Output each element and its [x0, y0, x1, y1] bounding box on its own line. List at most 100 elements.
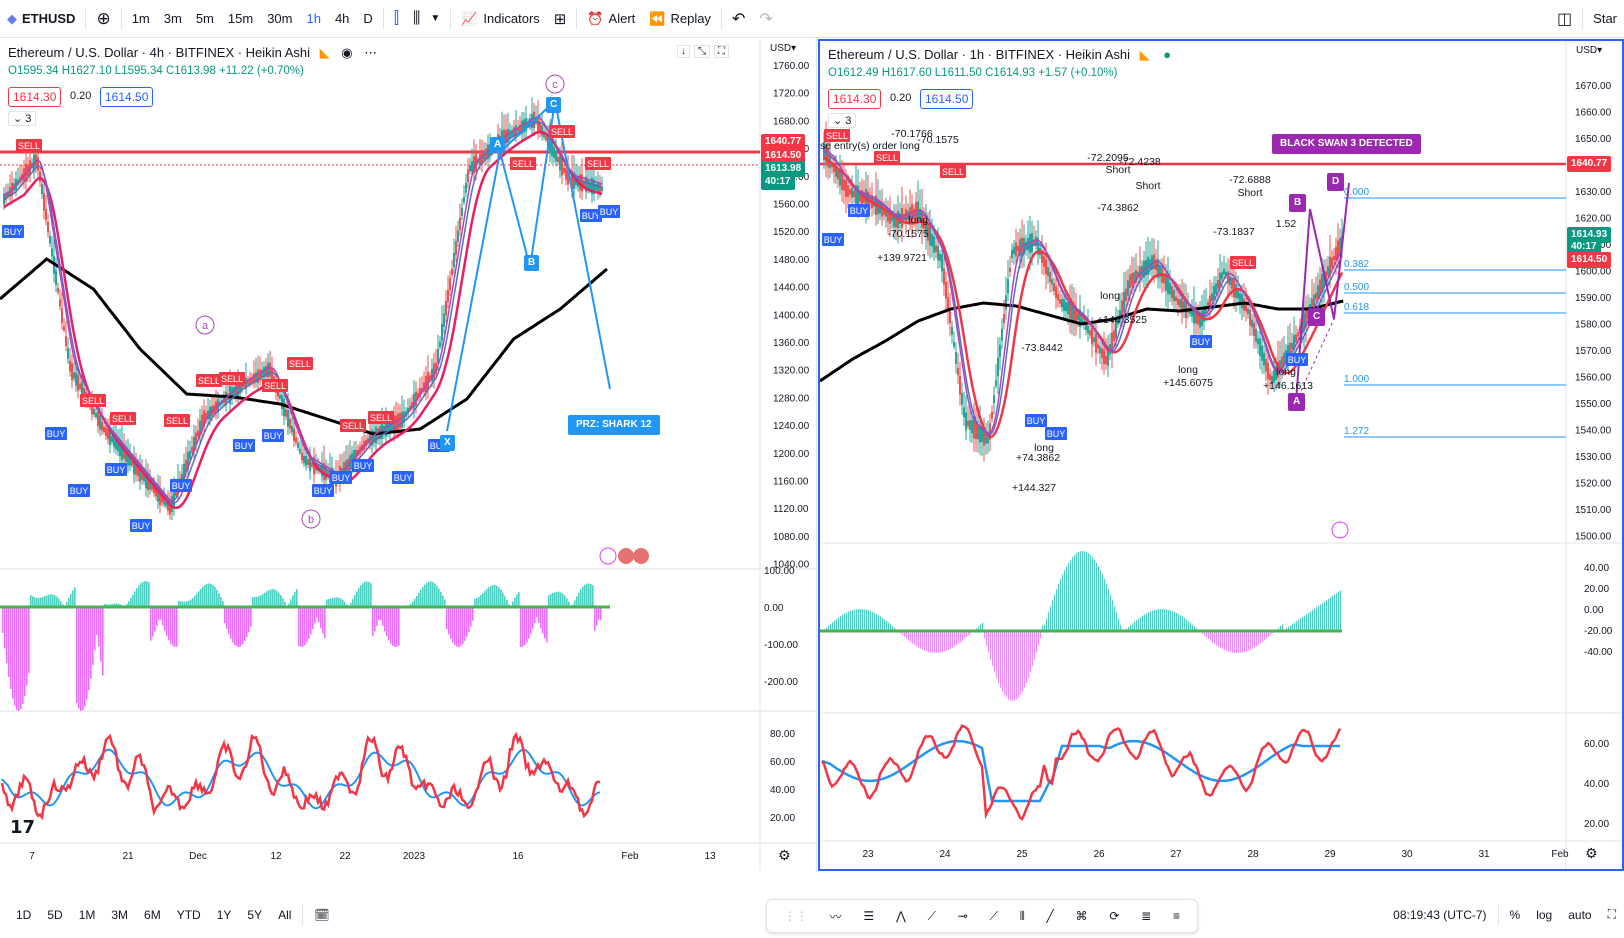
rsi-red-line [0, 731, 601, 821]
right-time-axis[interactable]: 23 24 25 26 27 28 29 30 31 Feb [862, 849, 1569, 860]
right-chart-panel[interactable]: Ethereum / U.S. Dollar · 1h · BITFINEX ·… [818, 39, 1624, 871]
interval-3m[interactable]: 3m [163, 11, 182, 26]
range-6m[interactable]: 6M [144, 907, 161, 922]
left-chart-title[interactable]: Ethereum / U.S. Dollar · 4h · BITFINEX ·… [8, 45, 310, 60]
osc-bar [2, 607, 4, 633]
osc-bar [560, 592, 562, 607]
flag-icon[interactable]: ◣ [319, 45, 330, 60]
osc-bar [1294, 622, 1296, 631]
compare-button[interactable]: ⊕ [89, 0, 117, 38]
auto-toggle[interactable]: auto [1568, 907, 1592, 922]
symbol-search[interactable]: ◆ ETHUSD [0, 0, 82, 38]
candle-body [383, 425, 385, 435]
indicators-collapse[interactable]: ⌄ 3 [8, 111, 37, 126]
candle-body [1053, 283, 1055, 291]
chart-type-button[interactable]: ⫼ ▼ [406, 0, 447, 38]
interval-1m[interactable]: 1m [131, 11, 150, 26]
more-icon[interactable]: ⋯ [364, 45, 378, 60]
interval-d[interactable]: D [363, 11, 373, 26]
left-currency[interactable]: USD▾ [770, 43, 797, 54]
candle-body [917, 201, 919, 221]
network-icon[interactable]: ⌘ [1075, 909, 1088, 923]
left-chart-panel[interactable]: Ethereum / U.S. Dollar · 4h · BITFINEX ·… [0, 39, 817, 871]
ray-fan-icon[interactable]: ⟋ [927, 908, 936, 923]
right-chart-canvas[interactable]: 1670.001660.001650.001640.001630.001620.… [820, 41, 1622, 869]
osc-bar [1250, 631, 1252, 650]
horizontal-ray-icon[interactable]: ⊸ [957, 909, 968, 923]
tradingview-logo[interactable]: 𝟭𝟳 [10, 817, 36, 837]
log-toggle[interactable]: log [1536, 907, 1553, 922]
bar-style-button[interactable]: ⫿ [387, 0, 406, 38]
interval-15m[interactable]: 15m [227, 11, 254, 26]
indicators-collapse[interactable]: ⌄ 3 [828, 113, 857, 128]
candle-body [161, 495, 163, 503]
left-rsi-axis[interactable]: 80.00 60.00 40.00 20.00 [770, 729, 795, 824]
star-label[interactable]: Star [1593, 11, 1617, 26]
right-rsi-axis[interactable]: 60.00 40.00 20.00 [1584, 739, 1609, 830]
fork-icon[interactable]: ⫴ [1019, 908, 1025, 923]
range-1d[interactable]: 1D [16, 907, 32, 922]
osc-bar [912, 631, 914, 644]
interval-4h[interactable]: 4h [334, 11, 350, 26]
fullscreen-icon[interactable]: ⛶ [1607, 907, 1616, 921]
ask-box[interactable]: 1614.50 [920, 89, 974, 109]
range-all[interactable]: All [278, 907, 292, 922]
interval-1h[interactable]: 1h [306, 11, 321, 26]
cycle-icon[interactable]: ⟳ [1109, 909, 1120, 923]
range-5d[interactable]: 5D [47, 907, 63, 922]
layout-button[interactable]: ◫ [1550, 0, 1579, 38]
candle-body [933, 236, 935, 253]
replay-button[interactable]: ⏪ Replay [642, 0, 718, 38]
maximize-icon[interactable]: ⛶ [714, 45, 729, 58]
fib-channel-icon[interactable]: ≡ [1172, 909, 1180, 923]
percent-toggle[interactable]: % [1509, 907, 1521, 922]
bid-box[interactable]: 1614.30 [828, 89, 882, 109]
candle-body [939, 253, 941, 261]
osc-bar [934, 631, 936, 653]
range-5y[interactable]: 5Y [247, 907, 263, 922]
interval-5m[interactable]: 5m [195, 11, 214, 26]
trend-line-icon[interactable]: ⟋ [989, 908, 998, 923]
left-osc-axis[interactable]: 100.00 0.00 -100.00 -200.00 [764, 566, 798, 688]
gear-icon[interactable]: ⚙ [778, 847, 791, 863]
alert-button[interactable]: ⏰ Alert [580, 0, 642, 38]
right-price-axis[interactable]: 1670.001660.001650.001640.001630.001620.… [1575, 81, 1612, 543]
osc-bar [554, 592, 556, 607]
range-ytd[interactable]: YTD [176, 907, 201, 922]
osc-bar [840, 616, 842, 631]
right-chart-title[interactable]: Ethereum / U.S. Dollar · 1h · BITFINEX ·… [828, 47, 1130, 62]
templates-button[interactable]: ⊞ [547, 0, 574, 38]
indicators-button[interactable]: 📈 Indicators [454, 0, 547, 38]
left-time-axis[interactable]: 7 21 Dec 12 22 2023 16 Feb 13 [29, 851, 716, 862]
range-3m[interactable]: 3M [111, 907, 129, 922]
right-osc-axis[interactable]: 40.00 20.00 0.00 -20.00 -40.00 [1584, 563, 1613, 658]
candle-body [949, 311, 951, 324]
eye-icon[interactable]: ◉ [341, 45, 353, 60]
osc-bar [190, 599, 192, 607]
bid-box[interactable]: 1614.30 [8, 87, 62, 107]
drag-handle-icon[interactable]: ⋮⋮ [783, 909, 808, 923]
ask-box[interactable]: 1614.50 [100, 87, 154, 107]
clock[interactable]: 08:19:43 (UTC-7) [1393, 907, 1487, 922]
redo-button[interactable]: ↷ [752, 0, 779, 38]
undo-button[interactable]: ↶ [725, 0, 752, 38]
arrow-down-icon[interactable]: ↓ [677, 45, 690, 58]
trend-path-icon[interactable]: 〰 [829, 909, 842, 924]
osc-bar [16, 607, 18, 710]
collapse-icon[interactable]: ⤡ [694, 45, 710, 58]
osc-bar [154, 607, 156, 632]
fib-icon[interactable]: ≣ [1141, 909, 1152, 923]
left-chart-canvas[interactable]: 1760.001720.001680.001640.001600.001560.… [0, 39, 817, 871]
flag-icon[interactable]: ◣ [1139, 47, 1150, 62]
right-currency[interactable]: USD▾ [1576, 45, 1603, 56]
gear-icon[interactable]: ⚙ [1585, 845, 1598, 861]
candle-body [521, 120, 523, 134]
horizontal-lines-icon[interactable]: ☰ [863, 909, 875, 923]
interval-30m[interactable]: 30m [267, 11, 293, 26]
range-1y[interactable]: 1Y [216, 907, 232, 922]
range-1m[interactable]: 1M [78, 907, 96, 922]
line-icon[interactable]: ╱ [1046, 909, 1054, 923]
abc-pattern-icon[interactable]: ⋀ [895, 909, 906, 923]
candle-body [1019, 239, 1021, 257]
date-range-icon[interactable]: 🗓 [314, 907, 330, 922]
